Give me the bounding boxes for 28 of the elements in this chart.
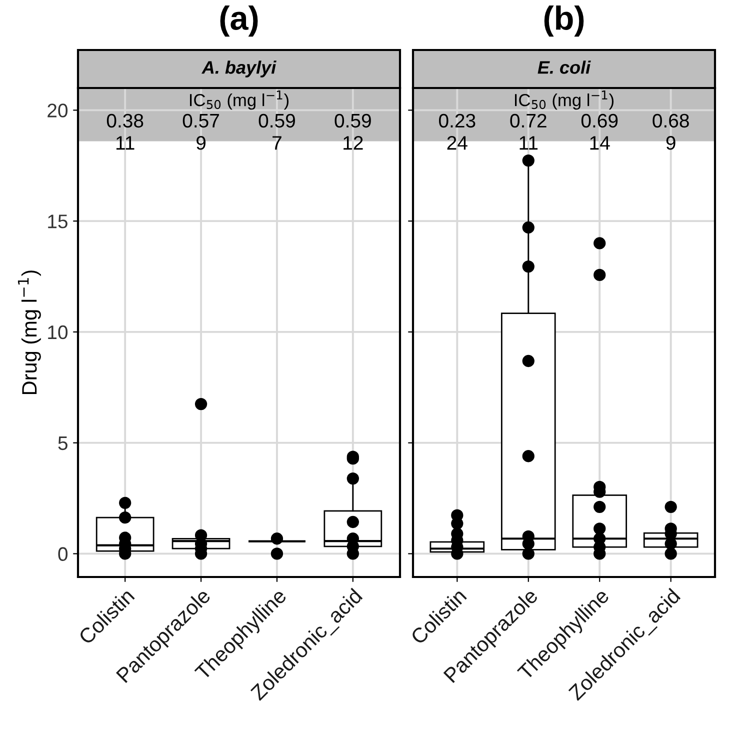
annotation: 0.59 <box>258 114 295 128</box>
annotation: 0.38 <box>106 114 144 128</box>
annotation: 0.68 <box>652 114 689 128</box>
y-tick-label: 10 <box>48 325 68 340</box>
annotation: 0.23 <box>439 114 476 128</box>
y-tick-label: 5 <box>58 436 68 450</box>
annotation: 7 <box>272 136 282 150</box>
annotation: 0.57 <box>182 114 219 128</box>
annotation: 11 <box>116 136 134 150</box>
chart-subtitle: E. coli <box>538 60 591 74</box>
annotation: IC$_{50}$ (mg l$^{−1}$) <box>514 90 614 110</box>
chart-title: (b) <box>544 6 584 37</box>
annotation: 11 <box>520 136 538 150</box>
annotation: 0.59 <box>334 114 371 128</box>
y-tick-label: 15 <box>48 214 68 228</box>
annotation: 14 <box>590 136 610 150</box>
annotation: 24 <box>447 136 468 150</box>
chart-subtitle: A. baylyi <box>202 60 276 78</box>
y-tick-label: 0 <box>58 547 68 561</box>
annotation: 12 <box>344 136 363 150</box>
annotation: 0.72 <box>510 114 546 128</box>
annotation: 9 <box>196 136 206 150</box>
annotation: 0.69 <box>581 114 618 128</box>
y-axis-title: Drug (mg l$^{−1}$) <box>18 270 41 394</box>
annotation: 9 <box>666 136 676 150</box>
annotation: IC$_{50}$ (mg l$^{−1}$) <box>190 90 289 110</box>
y-tick-label: 20 <box>48 104 68 118</box>
chart-title: (a) <box>220 6 258 37</box>
